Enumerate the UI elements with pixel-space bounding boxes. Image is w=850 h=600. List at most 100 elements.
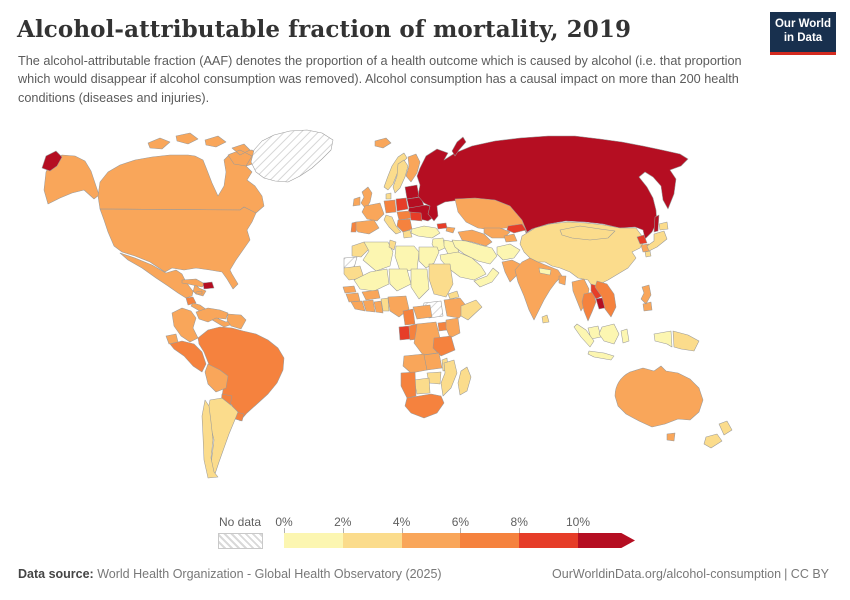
country-russia-sakhalin[interactable] [653, 214, 660, 233]
country-finland[interactable] [405, 153, 421, 183]
country-india[interactable] [514, 257, 563, 321]
country-greece[interactable] [402, 229, 413, 239]
country-sri-lanka[interactable] [541, 314, 550, 324]
country-hispaniola[interactable] [202, 281, 215, 290]
owid-logo[interactable]: Our World in Data [770, 12, 836, 55]
country-angola[interactable] [402, 353, 428, 374]
legend-bin-10-plus[interactable] [578, 533, 635, 548]
country-tanzania[interactable] [432, 335, 456, 357]
country-eritrea[interactable] [447, 290, 460, 300]
country-spain[interactable] [352, 219, 380, 235]
country-bolivia[interactable] [204, 363, 229, 393]
country-australia[interactable] [614, 365, 704, 442]
country-gabon[interactable] [398, 325, 411, 341]
country-russia-novaya-zemlya[interactable] [451, 136, 467, 157]
country-azerbaijan[interactable] [445, 226, 456, 234]
country-germany[interactable] [383, 199, 397, 214]
country-sierra-leone-liberia[interactable] [350, 300, 366, 312]
country-papua-new-guinea[interactable] [672, 330, 700, 352]
country-cameroon[interactable] [402, 308, 416, 326]
country-chile[interactable] [201, 399, 219, 479]
legend-bin-4-6[interactable] [401, 533, 461, 548]
country-north-korea[interactable] [636, 234, 648, 245]
country-pakistan[interactable] [501, 259, 521, 283]
country-senegal[interactable] [342, 285, 357, 294]
country-turkey[interactable] [410, 225, 441, 239]
country-zambia[interactable] [423, 352, 443, 371]
country-italy[interactable] [383, 214, 402, 235]
country-morocco[interactable] [351, 241, 370, 258]
country-iran[interactable] [451, 239, 498, 265]
country-egypt[interactable] [418, 246, 440, 269]
country-south-africa[interactable] [404, 393, 445, 419]
country-japan[interactable] [644, 221, 669, 258]
country-guianas[interactable] [226, 313, 247, 330]
country-china[interactable] [519, 221, 646, 287]
country-vietnam[interactable] [594, 280, 617, 318]
country-yemen-oman[interactable] [473, 267, 500, 288]
country-indonesia[interactable] [573, 323, 673, 361]
country-sudan[interactable] [428, 263, 454, 298]
country-thailand[interactable] [581, 291, 597, 322]
country-turkmenistan[interactable] [457, 229, 493, 247]
country-portugal[interactable] [350, 221, 357, 233]
country-tunisia[interactable] [388, 239, 397, 251]
country-poland[interactable] [395, 197, 409, 212]
country-niger[interactable] [388, 268, 412, 292]
country-sweden[interactable] [392, 159, 409, 194]
legend-bin-2-4[interactable] [342, 533, 402, 548]
country-botswana[interactable] [413, 377, 431, 395]
country-chad[interactable] [410, 268, 430, 300]
country-kyrgyzstan[interactable] [506, 223, 527, 234]
country-central-europe[interactable] [396, 210, 413, 221]
country-uganda[interactable] [437, 321, 448, 332]
country-canada-islands[interactable] [147, 132, 253, 167]
country-russia-chukotka[interactable] [41, 150, 63, 172]
legend-no-data-swatch[interactable] [218, 533, 263, 549]
legend-bin-6-8[interactable] [460, 533, 520, 548]
country-united-states[interactable] [99, 206, 257, 290]
country-ivory-coast[interactable] [362, 299, 376, 313]
country-france[interactable] [361, 202, 385, 222]
country-kenya[interactable] [445, 317, 461, 339]
legend-bin-0-2[interactable] [284, 533, 343, 548]
country-peru[interactable] [169, 340, 207, 373]
country-mexico[interactable] [119, 252, 207, 299]
country-bangladesh[interactable] [558, 275, 567, 286]
country-central-african-republic[interactable] [412, 304, 433, 320]
country-algeria[interactable] [362, 241, 394, 272]
country-tajikistan[interactable] [503, 233, 518, 243]
country-guinea[interactable] [345, 292, 361, 303]
country-burkina-faso[interactable] [361, 289, 381, 301]
country-greenland[interactable] [250, 129, 334, 183]
legend-bin-8-10[interactable] [519, 533, 578, 548]
chart-footer: Data source: World Health Organization -… [18, 567, 832, 581]
country-baltics[interactable] [404, 184, 420, 200]
country-georgia[interactable] [436, 222, 448, 230]
country-cuba[interactable] [181, 278, 206, 288]
country-nepal[interactable] [538, 267, 552, 276]
country-iceland[interactable] [374, 137, 392, 149]
country-togo-benin[interactable] [380, 297, 390, 312]
country-jamaica[interactable] [195, 290, 203, 295]
country-ireland[interactable] [352, 196, 361, 207]
country-mali[interactable] [353, 268, 390, 292]
owid-link[interactable]: OurWorldinData.org/alcohol-consumption [552, 567, 782, 581]
license-note: | CC BY [784, 567, 829, 581]
country-romania[interactable] [409, 211, 423, 222]
country-afghanistan[interactable] [496, 243, 521, 261]
country-madagascar[interactable] [457, 366, 472, 396]
country-new-zealand[interactable] [703, 420, 733, 449]
country-colombia[interactable] [171, 307, 199, 343]
country-philippines[interactable] [640, 284, 653, 312]
country-namibia[interactable] [400, 371, 417, 399]
country-venezuela[interactable] [195, 307, 229, 323]
country-libya[interactable] [394, 245, 420, 272]
country-mozambique[interactable] [440, 359, 458, 397]
country-uzbekistan[interactable] [483, 227, 511, 239]
country-denmark[interactable] [385, 192, 392, 200]
country-ghana[interactable] [373, 300, 384, 314]
country-mongolia[interactable] [559, 225, 616, 241]
country-somalia[interactable] [460, 299, 483, 321]
country-canada[interactable] [97, 149, 265, 214]
